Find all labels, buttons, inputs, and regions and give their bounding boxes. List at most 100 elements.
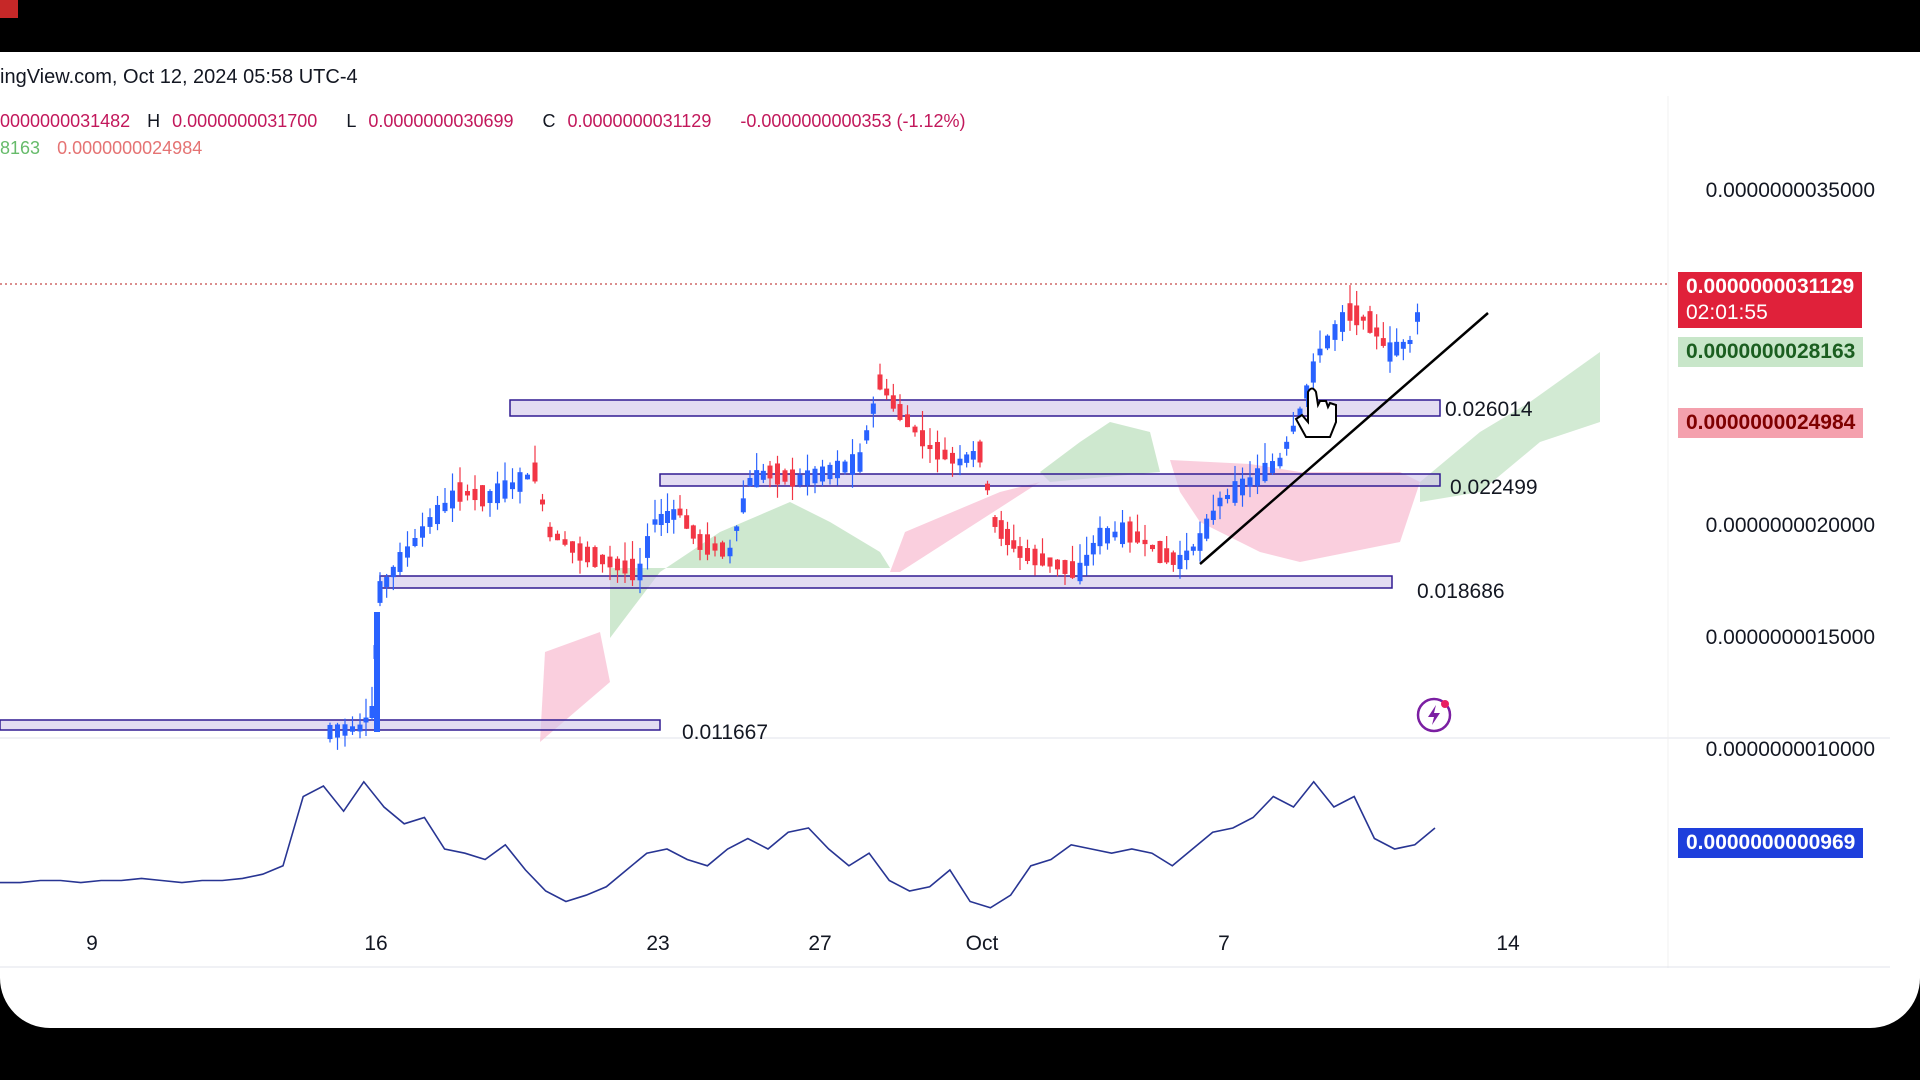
- candle-body: [790, 469, 795, 487]
- candle-body: [622, 560, 628, 574]
- candle-body: [369, 706, 375, 718]
- level-label: 0.018686: [1417, 580, 1505, 603]
- candle-body: [472, 488, 478, 501]
- high-label: H: [147, 111, 161, 131]
- cloud-segment-green: [1420, 352, 1600, 502]
- candle-body: [1217, 497, 1223, 507]
- candle-body: [412, 537, 418, 547]
- candle-body: [327, 724, 333, 740]
- candle-body: [585, 546, 590, 563]
- candle-body: [517, 472, 523, 492]
- candle-body: [957, 458, 963, 466]
- candle-body: [1380, 338, 1386, 346]
- candle-body: [927, 444, 933, 450]
- candle-body: [645, 536, 650, 558]
- level-zone[interactable]: [379, 575, 1393, 589]
- candle-body: [671, 509, 677, 520]
- cloud-segment-red: [890, 482, 1040, 572]
- candle-body: [1270, 461, 1275, 473]
- candle-body: [850, 454, 855, 475]
- candle-body: [1077, 562, 1083, 582]
- candle-body: [1105, 528, 1110, 544]
- cloud-segment-green: [610, 502, 890, 638]
- candle-body: [592, 547, 598, 567]
- candle-body: [1197, 533, 1203, 551]
- candle-body: [397, 552, 403, 572]
- candle-body: [487, 491, 493, 503]
- candle-body: [1367, 311, 1373, 333]
- candle-body: [547, 526, 553, 538]
- candle-body: [877, 374, 883, 390]
- lightning-icon[interactable]: [1416, 697, 1452, 733]
- candle-body: [1204, 518, 1210, 539]
- candle-body: [1400, 341, 1406, 349]
- chart-source-header: ingView.com, Oct 12, 2024 05:58 UTC-4: [0, 66, 358, 88]
- candle-body: [897, 404, 903, 420]
- candle-body: [805, 470, 810, 486]
- candle-body: [705, 534, 710, 555]
- low-value: 0.0000000030699: [368, 111, 514, 131]
- candle-body: [1340, 312, 1345, 332]
- time-tick-label: 23: [646, 932, 669, 955]
- level-zone[interactable]: [509, 399, 1441, 417]
- trendline[interactable]: [1199, 312, 1489, 565]
- candle-body: [465, 491, 470, 496]
- candle-body: [374, 612, 380, 732]
- candle-body: [1025, 548, 1030, 561]
- candle-body: [1304, 385, 1310, 399]
- candle-body: [697, 534, 703, 550]
- indicator-red-value: 0.0000000024984: [57, 138, 203, 158]
- candle-body: [1277, 457, 1283, 467]
- candle-body: [1177, 554, 1183, 570]
- indicator-legend: 8163 0.0000000024984: [0, 138, 202, 159]
- hand-cursor-icon: [1294, 387, 1337, 438]
- oscillator-value-tag: 0.0000000000969: [1678, 828, 1864, 858]
- candle-body: [1062, 560, 1068, 574]
- candle-body: [684, 515, 690, 529]
- bar-countdown: 02:01:55: [1686, 301, 1768, 324]
- candle-body: [775, 463, 780, 485]
- candle-body: [342, 724, 348, 736]
- high-value: 0.0000000031700: [172, 111, 318, 131]
- candle-body: [1011, 540, 1017, 549]
- candle-body: [1394, 341, 1400, 356]
- candle-body: [1017, 546, 1023, 558]
- price-tick-label: 0.0000000015000: [1706, 626, 1875, 649]
- candle-body: [480, 485, 485, 507]
- candle-body: [1284, 441, 1290, 449]
- candle-body: [884, 388, 890, 396]
- time-tick-label: 16: [364, 932, 387, 955]
- price-chart[interactable]: 0.026014 0.022499 0.018686 0.011667 0.00000…: [0, 52, 1920, 1028]
- candle-body: [964, 454, 970, 463]
- open-value: 0000000031482: [0, 111, 131, 131]
- candle-body: [797, 474, 803, 486]
- candle-body: [335, 724, 340, 738]
- time-tick-label: 14: [1496, 932, 1520, 955]
- candle-body: [442, 502, 448, 512]
- candle-body: [384, 577, 390, 587]
- candle-body: [532, 462, 538, 482]
- candle-body: [357, 724, 363, 732]
- candle-body: [1232, 481, 1238, 503]
- candle-body: [1055, 559, 1060, 570]
- candle-body: [495, 483, 500, 504]
- last-price-value: 0.0000000031129: [1686, 275, 1855, 298]
- price-tick-label: 0.0000000010000: [1706, 738, 1875, 761]
- candle-body: [942, 449, 948, 460]
- green-level-tag: 0.0000000028163: [1678, 337, 1864, 367]
- candle-body: [615, 558, 620, 571]
- candle-body: [1240, 478, 1245, 496]
- candle-body: [540, 499, 545, 505]
- candle-body: [712, 543, 718, 551]
- cloud-segment-green: [1040, 422, 1160, 482]
- candle-body: [577, 543, 583, 561]
- candle-body: [377, 581, 383, 603]
- chart-screen: ingView.com, Oct 12, 2024 05:58 UTC-4 00…: [0, 52, 1920, 1028]
- time-tick-label: 27: [808, 932, 831, 955]
- candle-body: [350, 726, 355, 732]
- indicator-green-value: 8163: [0, 138, 41, 158]
- candle-body: [1157, 541, 1163, 563]
- candle-body: [935, 441, 940, 460]
- time-tick-label: 9: [86, 932, 98, 955]
- candle-body: [450, 490, 455, 509]
